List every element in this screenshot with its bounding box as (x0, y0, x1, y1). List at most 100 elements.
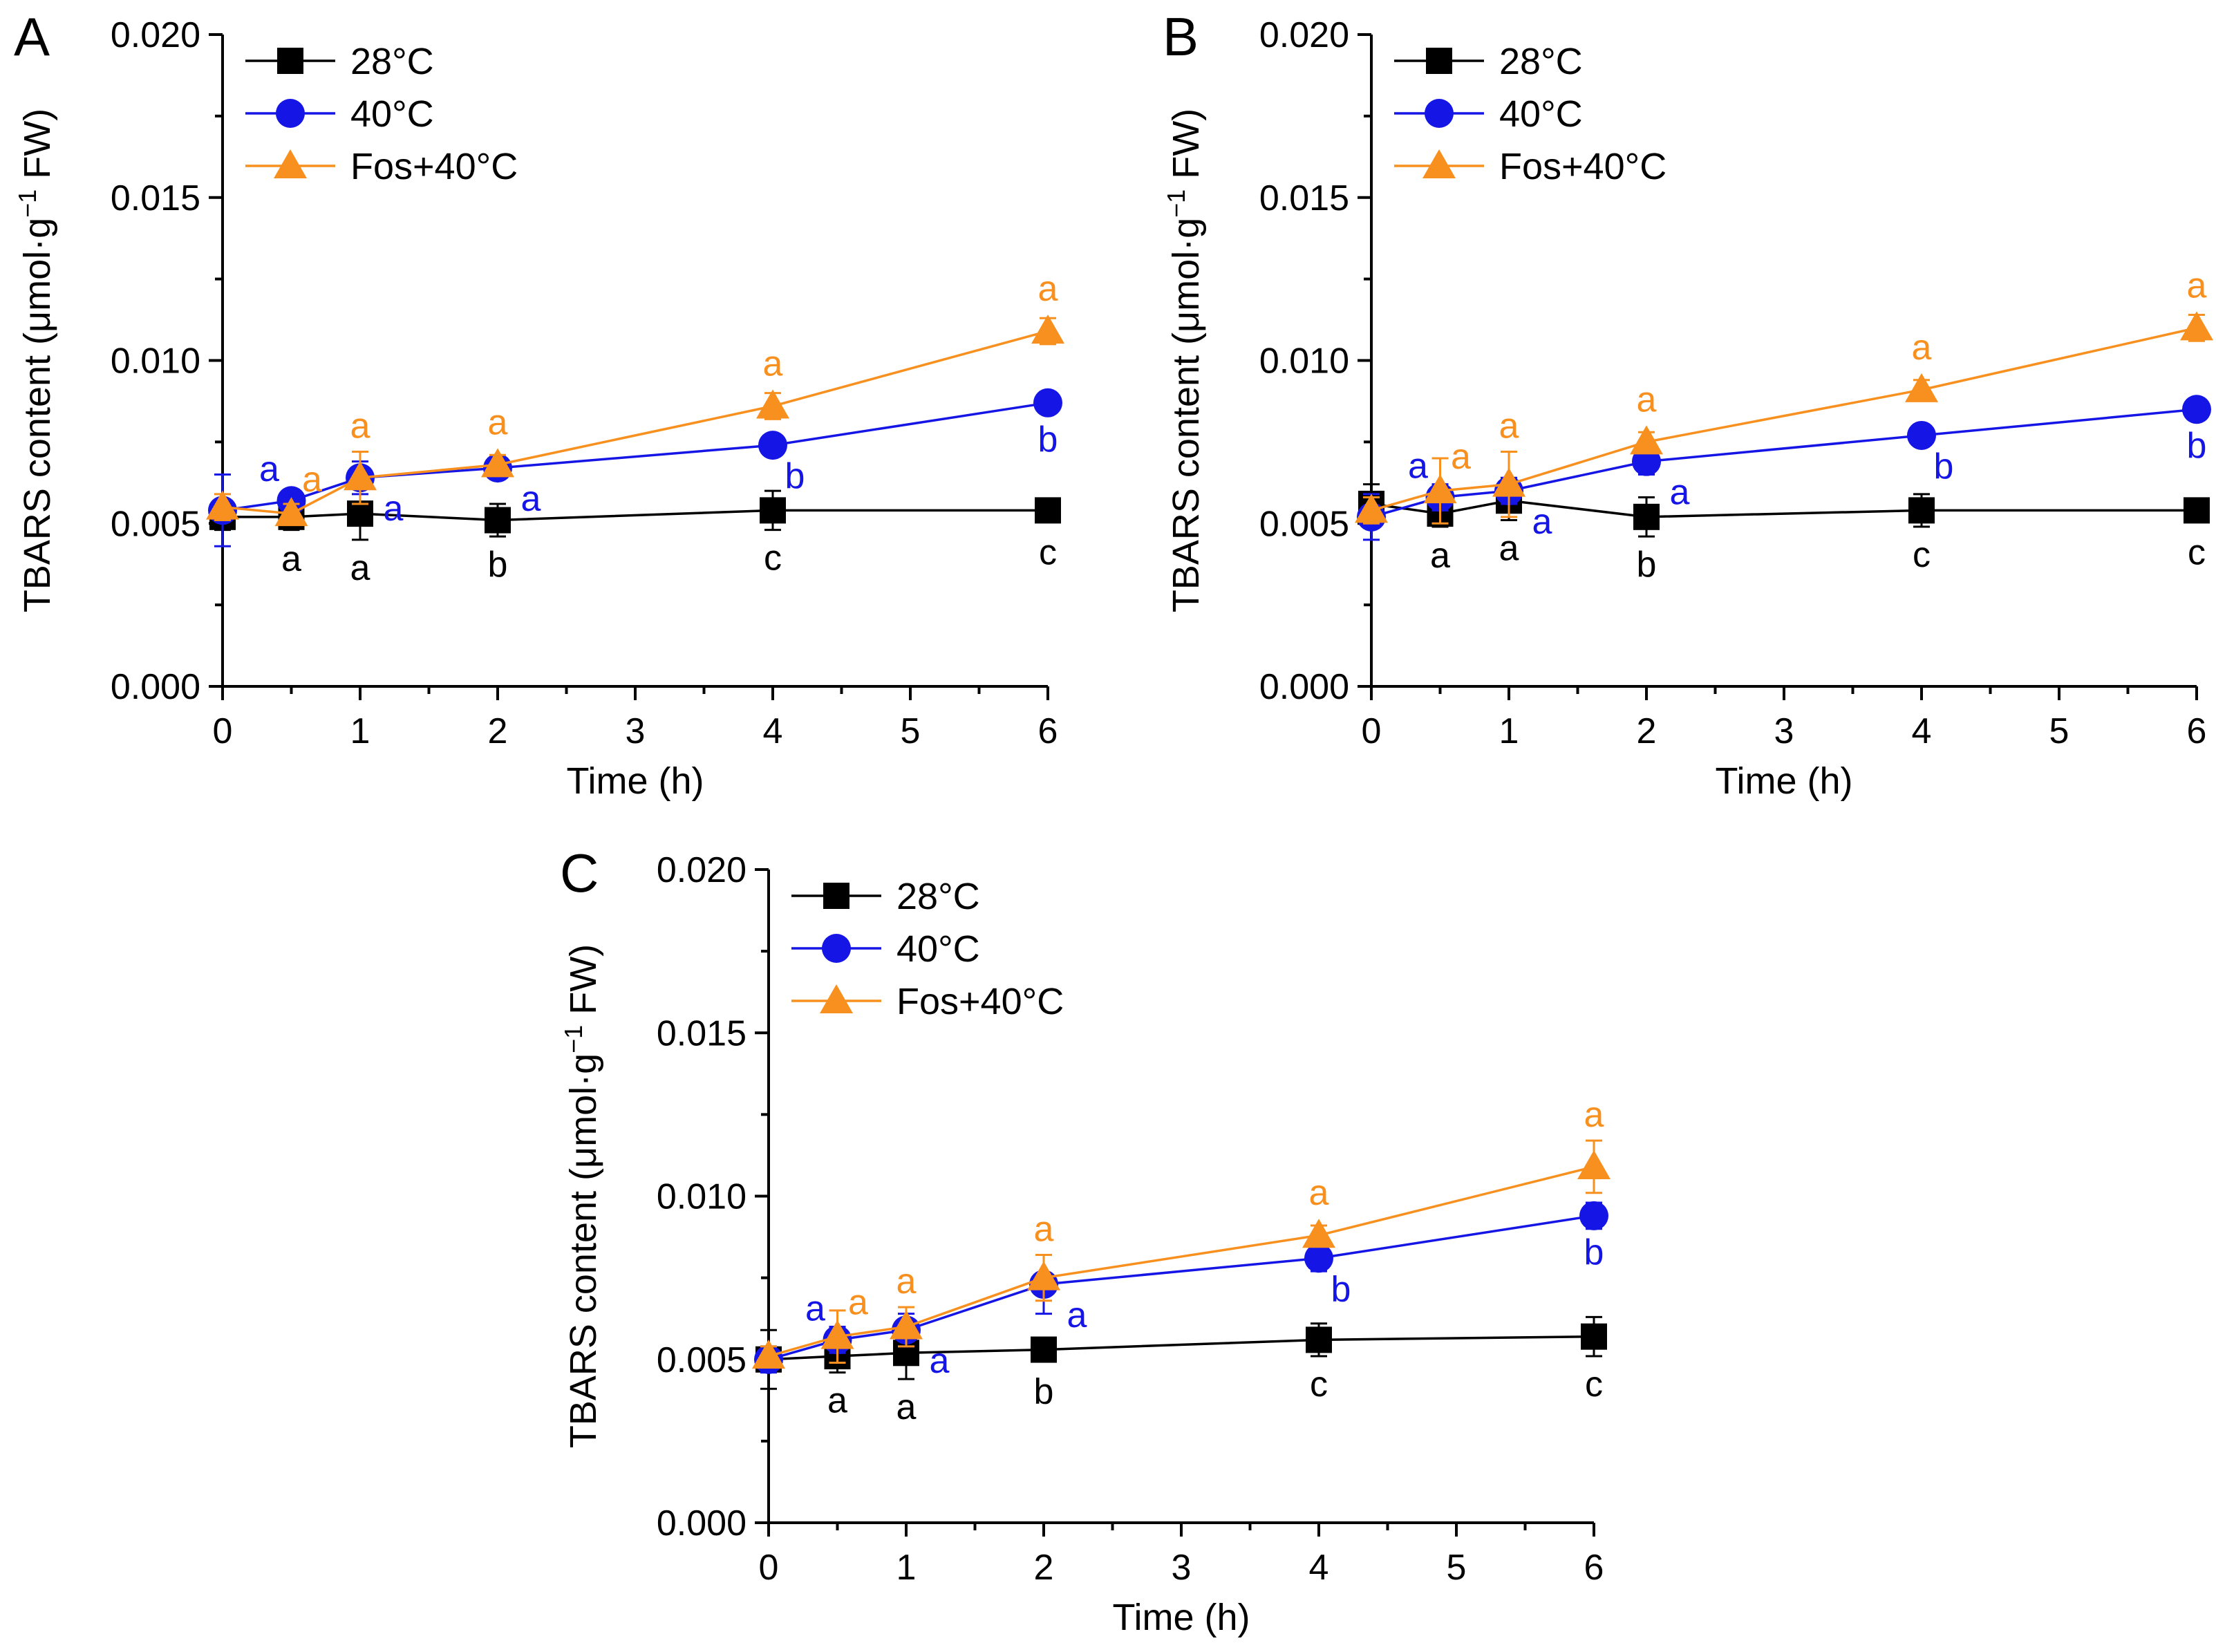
series-line (1371, 408, 2197, 518)
legend-label: Fos+40°C (896, 981, 1064, 1022)
x-tick-label: 3 (626, 711, 646, 751)
panel-label: B (1163, 6, 1199, 67)
x-tick-label: 5 (2049, 711, 2069, 751)
y-axis-title: TBARS content (μmol·g−1 FW) (559, 944, 604, 1448)
legend-marker (277, 48, 303, 74)
data-point (485, 507, 511, 534)
significance-letter: b (1934, 447, 1954, 487)
legend-label: 40°C (896, 928, 980, 970)
y-axis-title-main: TBARS content (μmol·g (17, 218, 58, 612)
y-tick-label: 0.010 (1259, 341, 1349, 382)
significance-letter: a (521, 479, 541, 519)
significance-letter: a (350, 406, 370, 447)
data-point (1035, 497, 1061, 524)
series-line (768, 1165, 1595, 1358)
x-tick-label: 1 (1499, 711, 1519, 751)
y-axis-title-sup: −1 (559, 1025, 588, 1053)
chart-panel-a: A 0 1 2 3 4 5 6 0.000 0.005 0.010 0.015 0.020 Time (h… (13, 6, 1064, 802)
x-tick-label: 6 (2187, 711, 2207, 751)
legend-label: Fos+40°C (1499, 146, 1666, 187)
legend-marker (820, 984, 853, 1013)
significance-letter: c (2188, 532, 2206, 572)
significance-letter: a (896, 1387, 917, 1427)
significance-letter: b (1331, 1269, 1351, 1309)
y-tick-label: 0.015 (1259, 178, 1349, 218)
x-tick-label: 2 (488, 711, 508, 751)
data-point (1031, 1336, 1057, 1363)
x-tick-label: 2 (1034, 1548, 1054, 1588)
data-point (758, 431, 787, 460)
data-point (1579, 1201, 1608, 1230)
y-tick-label: 0.005 (1259, 504, 1349, 544)
significance-letter: a (488, 402, 508, 442)
significance-letter: c (1585, 1364, 1603, 1405)
legend-marker (823, 883, 849, 909)
significance-letter: b (1034, 1372, 1054, 1412)
significance-letter: a (1670, 473, 1690, 513)
significance-letter: a (2187, 265, 2207, 306)
significance-letter: b (1637, 545, 1657, 585)
significance-letter: a (1451, 437, 1471, 477)
y-tick-label: 0.010 (657, 1177, 747, 1217)
significance-letter: a (827, 1381, 847, 1421)
significance-letter: a (1067, 1295, 1087, 1335)
significance-letter: c (1039, 532, 1057, 572)
significance-letter: a (848, 1283, 868, 1323)
data-point (1581, 1323, 1607, 1350)
significance-letter: c (1913, 535, 1931, 575)
significance-letter: c (764, 538, 782, 579)
series-line (222, 402, 1049, 512)
significance-letter: b (1584, 1232, 1604, 1273)
data-point (820, 1320, 854, 1349)
significance-letter: a (1034, 1210, 1054, 1250)
significance-letter: b (2187, 426, 2207, 466)
y-axis-title-end: FW) (1165, 109, 1207, 189)
x-tick-label: 3 (1774, 711, 1794, 751)
significance-letter: a (1499, 406, 1519, 447)
legend-label: 28°C (350, 41, 434, 82)
data-point (344, 461, 377, 491)
data-point (1302, 1219, 1335, 1248)
legend-marker (822, 934, 851, 963)
x-tick-label: 0 (1362, 711, 1382, 751)
y-axis-title-main: TBARS content (μmol·g (563, 1053, 604, 1448)
x-tick-label: 0 (759, 1548, 779, 1588)
legend: 28°C 40°C Fos+40°C (245, 41, 518, 187)
x-tick-label: 2 (1637, 711, 1657, 751)
y-axis-title: TBARS content (μmol·g−1 FW) (13, 109, 58, 612)
data-point (1907, 420, 1936, 450)
legend: 28°C 40°C Fos+40°C (791, 876, 1064, 1022)
data-point (2182, 395, 2211, 424)
panel-label: C (560, 843, 599, 903)
y-tick-label: 0.020 (111, 15, 200, 55)
legend-label: Fos+40°C (350, 146, 518, 187)
legend-label: 40°C (1499, 93, 1583, 135)
y-axis-title-sup: −1 (13, 189, 41, 218)
y-tick-label: 0.005 (657, 1340, 747, 1380)
data-point (206, 490, 239, 520)
legend-label: 28°C (896, 876, 980, 917)
series-line (1371, 499, 2197, 518)
significance-letter: a (259, 449, 279, 489)
data-point (1630, 425, 1663, 455)
significance-letter: b (1038, 420, 1058, 460)
x-tick-label: 5 (901, 711, 921, 751)
data-point (2180, 311, 2213, 341)
data-point (1633, 503, 1660, 530)
data-point (1908, 497, 1935, 524)
data-point (752, 1340, 785, 1369)
significance-letter: a (1408, 447, 1428, 487)
y-tick-label: 0.015 (111, 178, 200, 218)
significance-letter: a (1637, 379, 1657, 420)
significance-letter: a (281, 539, 301, 579)
y-tick-label: 0.020 (657, 850, 747, 890)
legend-marker (1426, 48, 1452, 74)
data-point (1304, 1243, 1333, 1273)
data-point (1423, 474, 1457, 504)
x-tick-label: 1 (896, 1548, 917, 1588)
significance-letter: a (350, 548, 370, 588)
x-tick-label: 6 (1584, 1548, 1604, 1588)
series-line (223, 509, 1048, 522)
